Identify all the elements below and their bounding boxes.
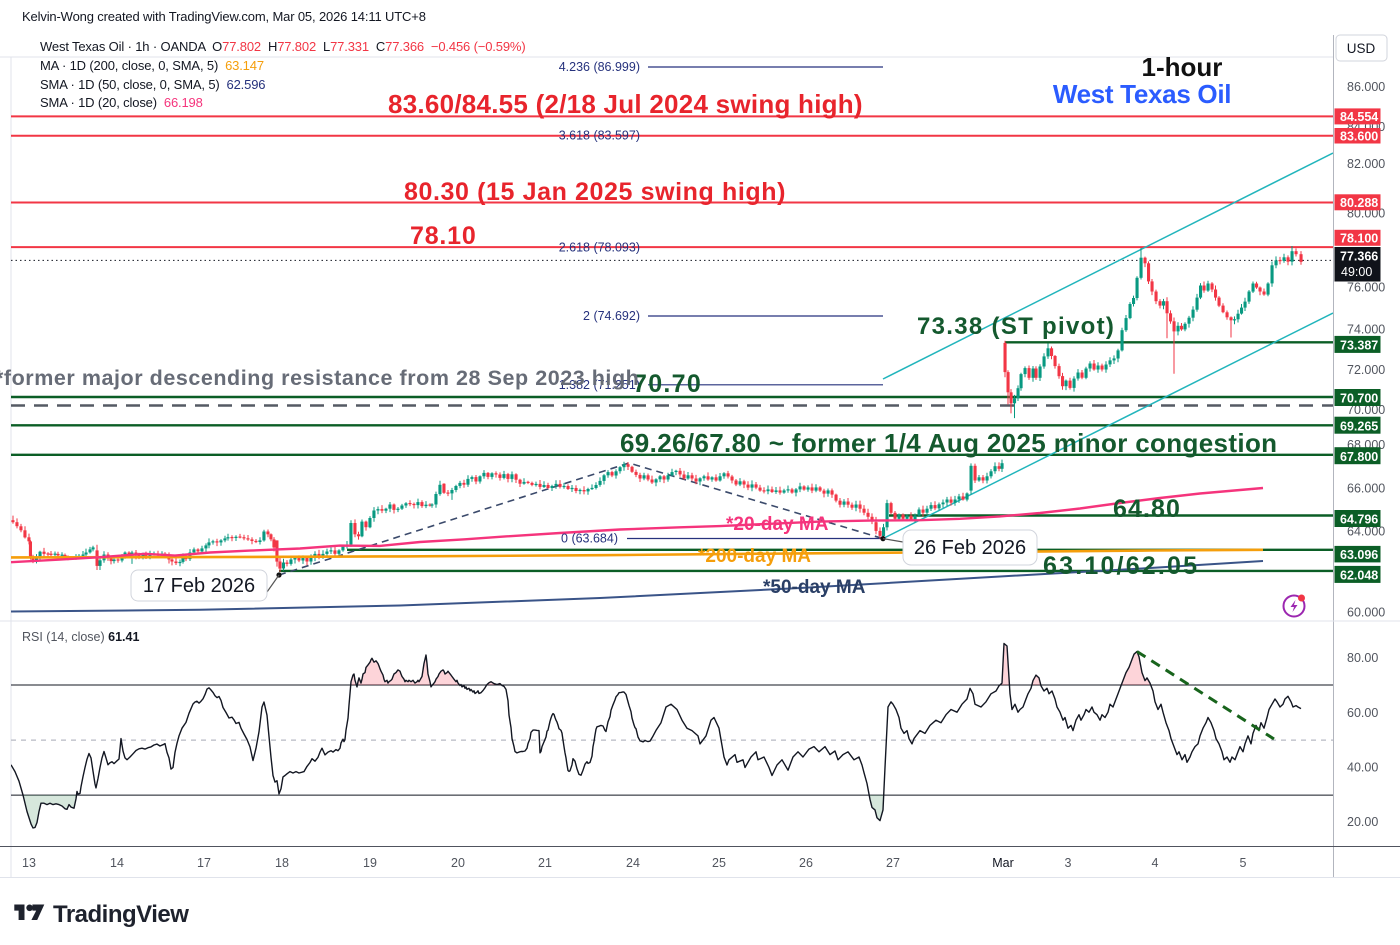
- svg-text:62.048: 62.048: [1340, 569, 1378, 583]
- svg-text:66.000: 66.000: [1347, 482, 1385, 496]
- svg-text:73.38 (ST pivot): 73.38 (ST pivot): [917, 313, 1115, 340]
- svg-text:SMA · 1D (50, close, 0, SMA, 5: SMA · 1D (50, close, 0, SMA, 5) 62.596: [40, 77, 265, 92]
- svg-text:60.00: 60.00: [1347, 706, 1378, 720]
- svg-text:21: 21: [538, 856, 552, 870]
- svg-text:MA · 1D (200, close, 0, SMA, 5: MA · 1D (200, close, 0, SMA, 5) 63.147: [40, 58, 264, 73]
- svg-text:1-hour: 1-hour: [1142, 52, 1223, 82]
- svg-text:*200-day MA: *200-day MA: [698, 546, 811, 567]
- svg-text:26: 26: [799, 856, 813, 870]
- svg-text:78.10: 78.10: [410, 222, 477, 250]
- svg-text:2 (74.692): 2 (74.692): [583, 309, 640, 323]
- svg-text:86.000: 86.000: [1347, 80, 1385, 94]
- svg-text:TradingView: TradingView: [53, 901, 189, 928]
- svg-text:80.00: 80.00: [1347, 651, 1378, 665]
- svg-text:4: 4: [1152, 856, 1159, 870]
- svg-text:West Texas Oil: West Texas Oil: [1053, 79, 1231, 109]
- svg-text:82.000: 82.000: [1347, 157, 1385, 171]
- svg-text:Mar: Mar: [992, 856, 1014, 870]
- svg-text:24: 24: [626, 856, 640, 870]
- svg-text:2.618 (78.093): 2.618 (78.093): [559, 241, 640, 255]
- svg-text:63.096: 63.096: [1340, 548, 1378, 562]
- svg-text:73.387: 73.387: [1340, 339, 1378, 353]
- svg-text:27: 27: [886, 856, 900, 870]
- svg-text:1.382 (71.251): 1.382 (71.251): [559, 378, 640, 392]
- svg-text:60.000: 60.000: [1347, 605, 1385, 619]
- svg-text:67.800: 67.800: [1340, 450, 1378, 464]
- svg-text:63.10/62.05: 63.10/62.05: [1043, 552, 1199, 580]
- svg-text:3: 3: [1065, 856, 1072, 870]
- svg-text:64.796: 64.796: [1340, 513, 1378, 527]
- svg-text:64.000: 64.000: [1347, 525, 1385, 539]
- svg-text:74.000: 74.000: [1347, 322, 1385, 336]
- svg-text:26 Feb 2026: 26 Feb 2026: [914, 537, 1026, 559]
- svg-text:17 Feb 2026: 17 Feb 2026: [143, 575, 255, 597]
- svg-text:SMA · 1D (20, close) 66.198: SMA · 1D (20, close) 66.198: [40, 95, 203, 110]
- svg-text:70.700: 70.700: [1340, 392, 1378, 406]
- svg-text:25: 25: [712, 856, 726, 870]
- svg-text:64.80: 64.80: [1113, 495, 1181, 523]
- svg-text:RSI (14, close) 61.41: RSI (14, close) 61.41: [22, 630, 139, 644]
- svg-text:17: 17: [197, 856, 211, 870]
- svg-text:78.100: 78.100: [1340, 232, 1378, 246]
- svg-text:14: 14: [110, 856, 124, 870]
- svg-text:40.00: 40.00: [1347, 761, 1378, 775]
- svg-text:70.70: 70.70: [633, 370, 702, 398]
- svg-text:19: 19: [363, 856, 377, 870]
- svg-text:77.366: 77.366: [1340, 250, 1378, 264]
- svg-text:Kelvin-Wong created with Tradi: Kelvin-Wong created with TradingView.com…: [22, 9, 426, 24]
- svg-text:70.000: 70.000: [1347, 403, 1385, 417]
- svg-text:83.60/84.55 (2/18 Jul 2024 swi: 83.60/84.55 (2/18 Jul 2024 swing high): [388, 89, 863, 119]
- svg-text:*20-day MA: *20-day MA: [726, 514, 829, 535]
- svg-text:83.600: 83.600: [1340, 130, 1378, 144]
- svg-text:72.000: 72.000: [1347, 363, 1385, 377]
- svg-text:20.00: 20.00: [1347, 815, 1378, 829]
- svg-text:80.30 (15 Jan 2025 swing high): 80.30 (15 Jan 2025 swing high): [404, 178, 786, 206]
- svg-text:18: 18: [275, 856, 289, 870]
- svg-text:20: 20: [451, 856, 465, 870]
- svg-text:USD: USD: [1347, 41, 1376, 56]
- svg-text:4.236 (86.999): 4.236 (86.999): [559, 60, 640, 74]
- svg-text:49:00: 49:00: [1341, 265, 1372, 279]
- svg-text:3.618 (83.597): 3.618 (83.597): [559, 129, 640, 143]
- svg-text:84.554: 84.554: [1340, 110, 1378, 124]
- svg-text:5: 5: [1240, 856, 1247, 870]
- svg-text:*former major descending resis: *former major descending resistance from…: [0, 366, 639, 390]
- svg-text:0 (63.684): 0 (63.684): [561, 532, 618, 546]
- svg-text:80.288: 80.288: [1340, 196, 1378, 210]
- svg-text:69.265: 69.265: [1340, 419, 1378, 433]
- svg-text:76.000: 76.000: [1347, 281, 1385, 295]
- svg-text:69.26/67.80 ~ former 1/4 Aug 2: 69.26/67.80 ~ former 1/4 Aug 2025 minor …: [620, 428, 1277, 458]
- svg-text:West Texas Oil · 1h · OANDA O: West Texas Oil · 1h · OANDA O77.802 H77.…: [40, 39, 526, 54]
- svg-text:*50-day MA: *50-day MA: [763, 577, 866, 598]
- svg-text:13: 13: [22, 856, 36, 870]
